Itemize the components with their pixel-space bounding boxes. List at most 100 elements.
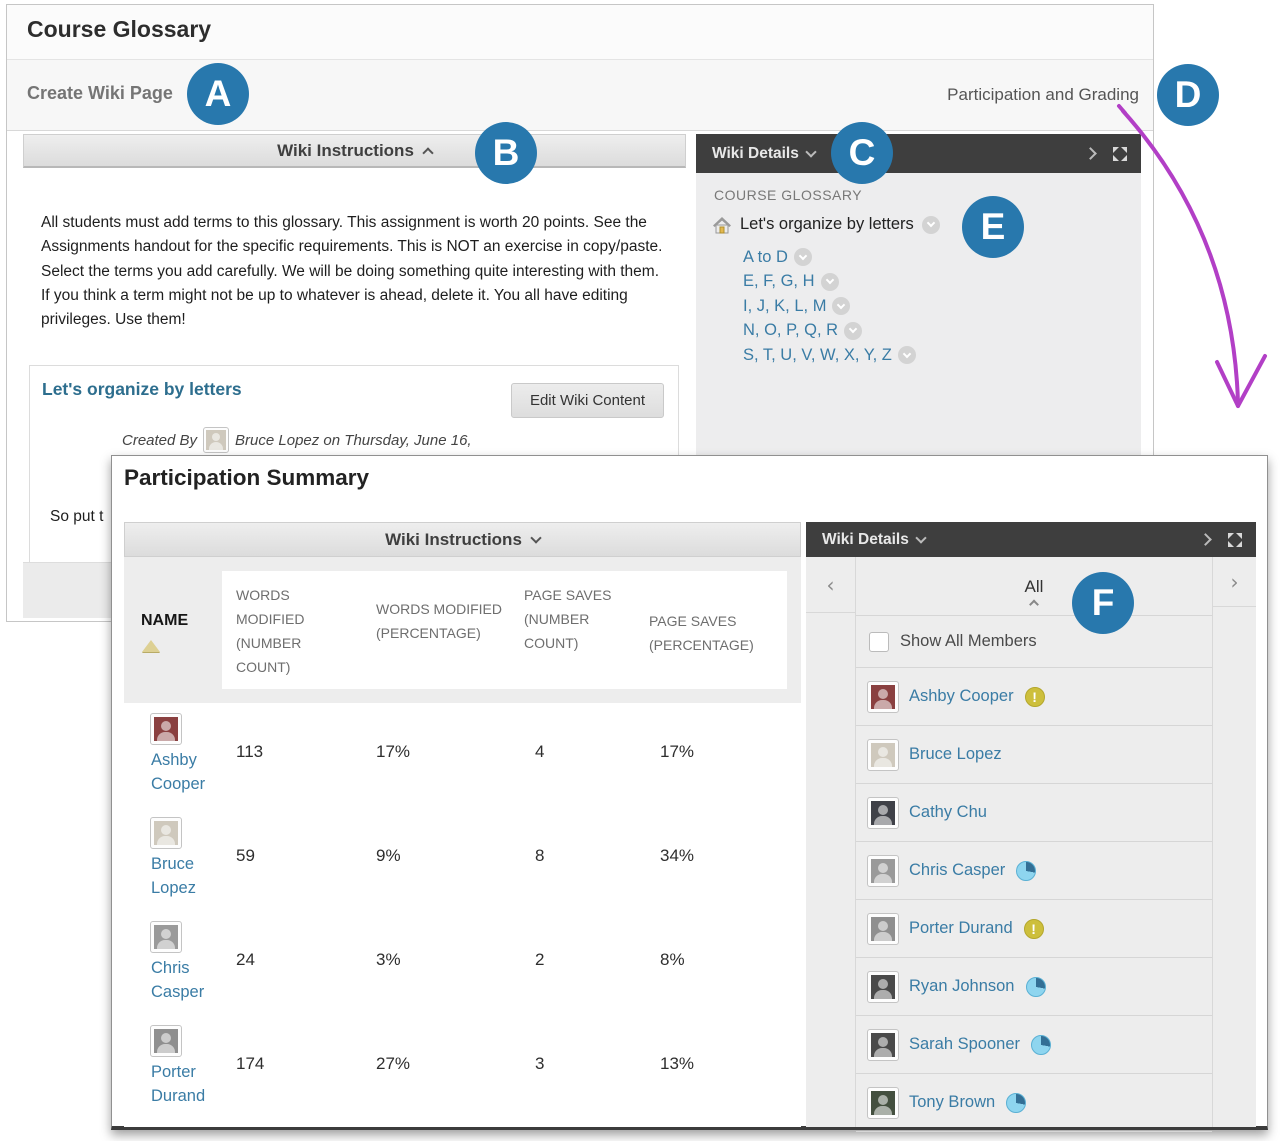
group-selector-row: All [856,557,1212,616]
wiki-details-bar[interactable]: Wiki Details [696,134,1141,173]
member-name-link[interactable]: Chris Casper [151,959,205,1001]
words-modified-percentage: 3% [376,950,401,969]
member-avatar [867,1028,899,1061]
glossary-tree-page[interactable]: I, J, K, L, M [743,294,916,319]
member-list-item[interactable]: Tony Brown [856,1074,1212,1132]
member-list-item[interactable]: Ryan Johnson [856,958,1212,1016]
words-modified-percentage: 17% [376,742,411,761]
column-header-words-count[interactable]: WORDS MODIFIED (NUMBER COUNT) [236,587,305,675]
member-name-link[interactable]: Porter Durand [151,1063,206,1105]
course-glossary-section-label: COURSE GLOSSARY [714,187,863,203]
member-avatar [867,854,899,887]
callout-f: F [1072,572,1134,634]
participation-and-grading-link[interactable]: Participation and Grading [947,85,1139,104]
expand-chevron-down-icon[interactable] [530,531,542,544]
member-list-item[interactable]: Sarah Spooner [856,1016,1212,1074]
item-options-chevron-icon[interactable] [921,215,940,234]
overlay-wiki-instructions-header[interactable]: Wiki Instructions [124,522,801,557]
overlay-wiki-details-title: Wiki Details [822,530,909,548]
edit-wiki-content-button[interactable]: Edit Wiki Content [510,383,664,418]
item-options-chevron-icon[interactable] [820,272,839,291]
glossary-tree-page[interactable]: S, T, U, V, W, X, Y, Z [743,343,916,368]
member-status-badge [1025,976,1046,997]
tree-page-link[interactable]: S, T, U, V, W, X, Y, Z [743,345,892,364]
callout-d: D [1157,64,1219,126]
wiki-details-title: Wiki Details [712,144,799,162]
glossary-root-label[interactable]: Let's organize by letters [740,215,914,233]
show-all-members-checkbox[interactable] [869,631,889,652]
show-all-members-row: Show All Members [856,616,1212,668]
member-status-badge [1031,1034,1051,1055]
chevron-down-icon[interactable] [805,145,817,158]
chevron-up-icon[interactable] [1029,599,1039,610]
page-saves-count: 8 [535,846,545,865]
item-options-chevron-icon[interactable] [844,321,863,340]
member-list-item[interactable]: Porter Durand ! [856,900,1212,958]
item-options-chevron-icon[interactable] [793,248,812,267]
member-name-link[interactable]: Porter Durand [909,919,1013,937]
member-list-item[interactable]: Chris Casper [856,842,1212,900]
member-name-link[interactable]: Sarah Spooner [909,1035,1020,1053]
home-icon [713,216,731,233]
item-options-chevron-icon[interactable] [832,297,851,316]
wiki-instructions-header[interactable]: Wiki Instructions [23,134,686,168]
wiki-page-title[interactable]: Let's organize by letters [42,379,242,399]
table-row: Porter Durand 174 27% 3 13% [124,1016,801,1113]
member-list-item[interactable]: Ashby Cooper ! [856,668,1212,726]
column-header-saves-pct[interactable]: PAGE SAVES (PERCENTAGE) [649,613,754,653]
member-name-link[interactable]: Tony Brown [909,1093,996,1111]
member-name-link[interactable]: Ashby Cooper [151,751,206,793]
expand-icon[interactable] [1111,145,1129,163]
column-header-words-pct[interactable]: WORDS MODIFIED (PERCENTAGE) [376,601,502,641]
collapse-panel-icon[interactable] [1199,533,1212,546]
glossary-tree-page[interactable]: E, F, G, H [743,270,916,295]
words-modified-count: 174 [236,1054,265,1073]
member-name-link[interactable]: Chris Casper [909,861,1006,879]
table-row: Bruce Lopez 59 9% 8 34% [124,808,801,905]
created-by-line: Created By Bruce Lopez on Thursday, June… [122,427,472,453]
members-panel: All Show All Members Ashby Cooper ! Bruc… [856,557,1212,1132]
member-avatar [867,680,899,713]
next-member-arrow[interactable]: › [1230,569,1239,594]
group-selector[interactable]: All [1024,577,1044,596]
collapse-chevron-up-icon[interactable] [422,146,434,159]
column-header-saves-count[interactable]: PAGE SAVES (NUMBER COUNT) [524,587,612,651]
member-name-link[interactable]: Ashby Cooper [909,687,1014,705]
words-modified-percentage: 9% [376,846,401,865]
glossary-tree-page[interactable]: N, O, P, Q, R [743,319,916,344]
member-avatar [867,1086,899,1119]
expand-icon[interactable] [1226,531,1244,549]
members-sidebar: ‹ › All Show All Members Ashby Cooper ! … [806,557,1256,1132]
tree-page-link[interactable]: E, F, G, H [743,272,815,291]
page-saves-count: 3 [535,1054,545,1073]
wiki-instructions-text: All students must add terms to this glos… [41,214,663,329]
member-name-link[interactable]: Bruce Lopez [909,745,1002,763]
tree-page-link[interactable]: N, O, P, Q, R [743,321,839,340]
member-name-link[interactable]: Bruce Lopez [151,855,196,897]
table-row-partial [124,1120,801,1127]
collapse-panel-icon[interactable] [1084,147,1097,160]
member-name-link[interactable]: Cathy Chu [909,803,987,821]
page-saves-percentage: 17% [660,742,695,761]
glossary-tree-page[interactable]: A to D [743,245,916,270]
previous-member-arrow[interactable]: ‹ [826,572,835,597]
glossary-root-page[interactable]: Let's organize by letters [712,215,940,234]
member-avatar [150,921,182,953]
member-name-link[interactable]: Ryan Johnson [909,977,1015,995]
member-list-item[interactable]: Cathy Chu [856,784,1212,842]
column-header-name[interactable]: NAME [141,612,189,629]
sort-ascending-icon[interactable] [142,640,160,652]
chevron-down-icon[interactable] [915,531,927,544]
action-bar: Create Wiki Page Participation and Gradi… [7,59,1153,131]
author-avatar [203,427,230,453]
member-avatar [867,738,899,771]
tree-page-link[interactable]: A to D [743,247,788,266]
tree-page-link[interactable]: I, J, K, L, M [743,296,827,315]
show-all-members-label: Show All Members [900,632,1037,650]
member-list-item[interactable]: Bruce Lopez [856,726,1212,784]
create-wiki-page-button[interactable]: Create Wiki Page [27,83,173,103]
overlay-wiki-details-bar[interactable]: Wiki Details [806,522,1256,557]
item-options-chevron-icon[interactable] [897,346,916,365]
member-status-badge [1016,860,1037,881]
members-nav-right: › [1212,557,1256,1127]
